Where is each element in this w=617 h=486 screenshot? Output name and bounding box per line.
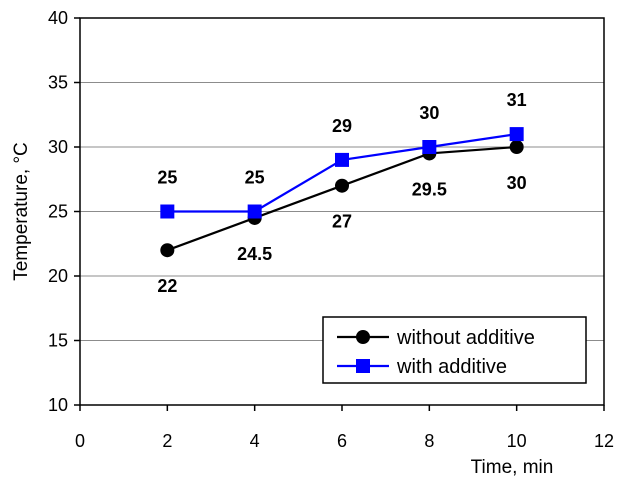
data-label-without-additive-x4: 24.5 [237,244,272,264]
x-axis-title: Time, min [471,457,554,478]
data-label-with-additive-x10: 31 [507,90,527,110]
y-tick-label-25: 25 [48,202,68,222]
x-tick-label-10: 10 [507,431,527,451]
marker-with-additive-x8 [422,140,437,154]
data-label-layer: 22 24.5 27 29.5 30 25 25 29 30 31 [157,90,526,296]
marker-without-additive-x2 [160,243,175,258]
y-tick-label-35: 35 [48,73,68,93]
data-label-without-additive-x6: 27 [332,212,352,232]
y-tick-label-15: 15 [48,331,68,351]
data-label-with-additive-x4: 25 [245,168,265,188]
legend-marker-without-additive [356,330,370,344]
y-tick-label-10: 10 [48,395,68,415]
tick-layer: 10 15 20 25 30 35 40 0 2 4 6 8 10 12 [48,8,614,451]
y-tick-label-30: 30 [48,137,68,157]
y-tick-label-40: 40 [48,8,68,28]
marker-without-additive-x10 [509,140,524,154]
marker-with-additive-x2 [160,204,175,219]
marker-with-additive-x10 [509,127,524,142]
data-label-with-additive-x6: 29 [332,116,352,136]
x-tick-label-0: 0 [75,431,85,451]
data-label-without-additive-x2: 22 [157,276,177,296]
y-tick-label-20: 20 [48,266,68,286]
x-tick-label-6: 6 [337,431,347,451]
x-tick-label-2: 2 [162,431,172,451]
y-axis-title: Temperature, °C [11,142,32,281]
data-label-with-additive-x8: 30 [419,103,439,123]
x-tick-label-8: 8 [424,431,434,451]
legend-marker-with-additive [356,359,370,373]
legend: without additive with additive [322,316,587,384]
data-label-with-additive-x2: 25 [157,168,177,188]
data-label-without-additive-x8: 29.5 [412,179,447,199]
marker-with-additive-x6 [335,152,349,167]
marker-with-additive-x4 [247,204,262,219]
series-line-with-additive [167,133,517,213]
series-layer [160,127,524,258]
data-label-without-additive-x10: 30 [507,173,527,193]
x-tick-label-4: 4 [250,431,260,451]
legend-label-with-additive: with additive [396,356,507,378]
marker-without-additive-x6 [335,178,349,193]
legend-label-without-additive: without additive [396,327,535,349]
x-tick-label-12: 12 [594,431,614,451]
